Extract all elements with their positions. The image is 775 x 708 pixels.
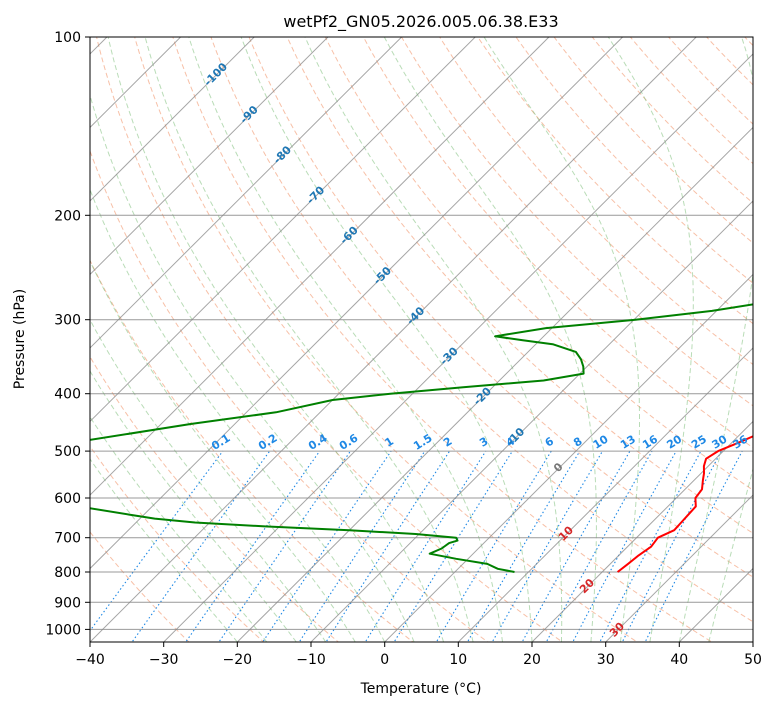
- dry-adiabat-line: [90, 531, 190, 642]
- dry-adiabat-line: [90, 445, 265, 642]
- y-tick-label: 200: [54, 208, 81, 224]
- dry-adiabat-line: [400, 37, 753, 407]
- mixing-ratio-line: [621, 450, 722, 642]
- moist-adiabat-line: [383, 37, 597, 642]
- dry-adiabat-line: [667, 37, 753, 125]
- dry-adiabats: [90, 37, 753, 642]
- dry-adiabat-line: [172, 37, 713, 642]
- dry-adiabat-line: [477, 37, 753, 325]
- moist-adiabat-line: [304, 37, 563, 642]
- mixing-ratio-line: [491, 450, 603, 642]
- mixing-ratio-lines: [90, 450, 743, 642]
- dry-adiabat-line: [553, 37, 753, 244]
- mixing-ratio-line: [393, 450, 513, 642]
- dry-adiabat-line: [286, 37, 753, 534]
- isotherm-line: [384, 273, 753, 642]
- moist-adiabat-line: [107, 37, 445, 642]
- y-tick-label: 300: [54, 313, 81, 329]
- y-axis-title: Pressure (hPa): [12, 289, 28, 389]
- chart-title: wetPf2_GN05.2026.005.06.38.E33: [283, 12, 558, 32]
- isotherm-line: [90, 37, 550, 496]
- x-tick-label: 20: [523, 652, 541, 668]
- moist-adiabat-line: [708, 467, 753, 642]
- isotherm-line: [457, 347, 753, 642]
- isotherm-line: [90, 37, 697, 642]
- y-tick-label: 600: [54, 491, 81, 507]
- isotherm-line: [531, 420, 753, 642]
- isotherm-line: [90, 37, 476, 423]
- moist-adiabat-line: [90, 318, 327, 642]
- mixing-ratio-line: [262, 450, 392, 642]
- x-tick-label: 30: [597, 652, 615, 668]
- moist-adiabat-line: [90, 188, 386, 642]
- isotherm-line: [90, 37, 182, 129]
- mixing-ratio-line: [298, 450, 426, 642]
- moist-adiabat-line: [90, 415, 268, 642]
- x-tick-label: −30: [149, 652, 179, 668]
- mixing-ratio-line: [644, 450, 743, 642]
- y-tick-label: 1000: [45, 622, 81, 638]
- moist-adiabat-line: [188, 37, 503, 642]
- mixing-ratio-line: [521, 450, 631, 642]
- x-tick-label: 10: [449, 652, 467, 668]
- moist-adiabat-line: [678, 37, 753, 642]
- dry-adiabat-line: [96, 37, 564, 642]
- isotherm-lines: [90, 37, 753, 642]
- moist-adiabats: [90, 37, 753, 642]
- y-tick-label: 500: [54, 444, 81, 460]
- isotherm-line: [163, 53, 753, 642]
- dewpoint-line: [90, 303, 753, 573]
- moist-adiabat-line: [240, 37, 533, 642]
- x-axis-title: Temperature (°C): [360, 681, 482, 697]
- moist-adiabat-line: [483, 37, 640, 642]
- isotherm-line: [236, 126, 753, 642]
- y-tick-label: 900: [54, 595, 81, 611]
- isotherm-line: [310, 200, 753, 642]
- temperature-line: [616, 435, 753, 573]
- isotherm-line: [90, 37, 329, 276]
- mixing-ratio-line: [572, 450, 677, 642]
- dry-adiabat-line: [134, 37, 638, 642]
- dry-adiabat-line: [210, 37, 753, 623]
- dry-adiabat-line: [591, 37, 753, 204]
- sounding-profiles: [90, 303, 753, 573]
- isotherm-line: [605, 494, 753, 642]
- mixing-ratio-line: [466, 450, 581, 642]
- x-tick-label: 40: [670, 652, 688, 668]
- dry-adiabat-line: [248, 37, 753, 578]
- x-tick-label: 50: [744, 652, 762, 668]
- x-tick-label: 0: [380, 652, 389, 668]
- dry-adiabat-line: [90, 149, 489, 642]
- x-axis: −40 −30 −20 −10 0 10 20 30 40 50: [75, 642, 762, 668]
- x-tick-label: −20: [223, 652, 253, 668]
- y-tick-label: 800: [54, 565, 81, 581]
- isotherm-line: [90, 37, 624, 570]
- dry-adiabat-line: [90, 259, 414, 642]
- mixing-ratio-line: [435, 450, 552, 642]
- mixing-ratio-line: [90, 450, 224, 632]
- moist-adiabat-line: [607, 37, 694, 642]
- plot-area: 0.1 0.2 0.4 0.6 1 1.5 2 3 4 6 8 10 13 16 20 25 30 36-100-…: [90, 37, 753, 642]
- moist-adiabat-line: [90, 259, 356, 642]
- y-axis: 100 200 300 400 500 600 700 800 900 1000: [45, 30, 90, 638]
- moist-adiabat-line: [144, 37, 474, 642]
- y-tick-label: 700: [54, 531, 81, 547]
- y-tick-label: 400: [54, 387, 81, 403]
- plot-frame: [89, 36, 754, 643]
- isotherm-line: [90, 37, 255, 202]
- mixing-ratio-line: [185, 450, 321, 642]
- x-tick-label: −40: [75, 652, 105, 668]
- mixing-ratio-line: [218, 450, 351, 642]
- y-tick-label: 100: [54, 30, 81, 46]
- isotherm-line: [90, 37, 403, 349]
- moist-adiabat-line: [90, 458, 238, 642]
- x-tick-label: −10: [296, 652, 326, 668]
- dry-adiabat-line: [362, 37, 753, 449]
